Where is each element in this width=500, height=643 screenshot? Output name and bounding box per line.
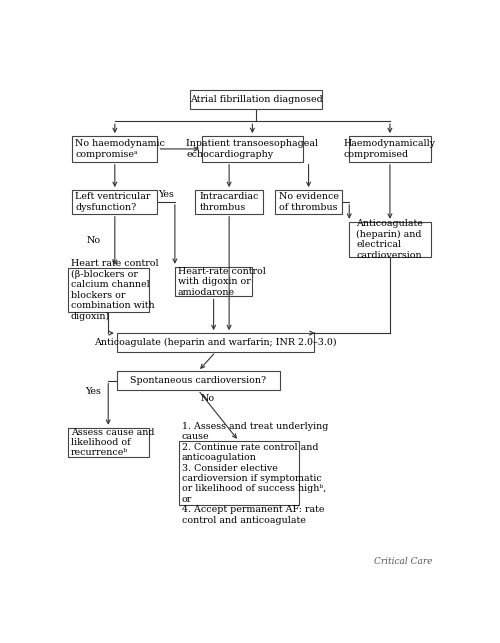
Text: Yes: Yes (158, 190, 174, 199)
FancyBboxPatch shape (190, 90, 322, 109)
Text: No: No (201, 394, 215, 403)
FancyBboxPatch shape (68, 267, 149, 312)
Text: Spontaneous cardioversion?: Spontaneous cardioversion? (130, 376, 266, 385)
Text: Critical Care: Critical Care (374, 557, 433, 566)
FancyBboxPatch shape (349, 222, 430, 257)
Text: Inpatient transoesophageal
echocardiography: Inpatient transoesophageal echocardiogra… (186, 140, 318, 159)
FancyBboxPatch shape (175, 267, 252, 296)
FancyBboxPatch shape (72, 136, 158, 162)
Text: Atrial fibrillation diagnosed: Atrial fibrillation diagnosed (190, 95, 322, 104)
FancyBboxPatch shape (274, 190, 342, 214)
Text: Left ventricular
dysfunction?: Left ventricular dysfunction? (76, 192, 150, 212)
Text: Heart rate control
(β-blockers or
calcium channel
blockers or
combination with
d: Heart rate control (β-blockers or calciu… (70, 259, 158, 321)
FancyBboxPatch shape (68, 428, 149, 457)
Text: Heart-rate control
with digoxin or
amiodarone: Heart-rate control with digoxin or amiod… (178, 267, 266, 296)
FancyBboxPatch shape (202, 136, 303, 162)
Text: 1. Assess and treat underlying
cause
2. Continue rate control and
anticoagulatio: 1. Assess and treat underlying cause 2. … (182, 422, 328, 525)
Text: Haemodynamically
compromised: Haemodynamically compromised (344, 140, 436, 159)
Text: Intracardiac
thrombus: Intracardiac thrombus (200, 192, 259, 212)
FancyBboxPatch shape (72, 190, 158, 214)
Text: Assess cause and
likelihood of
recurrenceᵇ: Assess cause and likelihood of recurrenc… (70, 428, 154, 457)
Text: Yes: Yes (85, 386, 100, 395)
FancyBboxPatch shape (117, 371, 280, 390)
Text: No: No (86, 236, 101, 245)
Text: Anticoagulate (heparin and warfarin; INR 2.0–3.0): Anticoagulate (heparin and warfarin; INR… (94, 338, 337, 347)
FancyBboxPatch shape (195, 190, 263, 214)
FancyBboxPatch shape (349, 136, 430, 162)
Text: No evidence
of thrombus: No evidence of thrombus (278, 192, 338, 212)
Text: Anticoagulate
(heparin) and
electrical
cardioversion: Anticoagulate (heparin) and electrical c… (356, 219, 424, 260)
FancyBboxPatch shape (179, 441, 299, 505)
Text: No haemodynamic
compromiseᵃ: No haemodynamic compromiseᵃ (76, 140, 165, 159)
FancyBboxPatch shape (117, 333, 314, 352)
